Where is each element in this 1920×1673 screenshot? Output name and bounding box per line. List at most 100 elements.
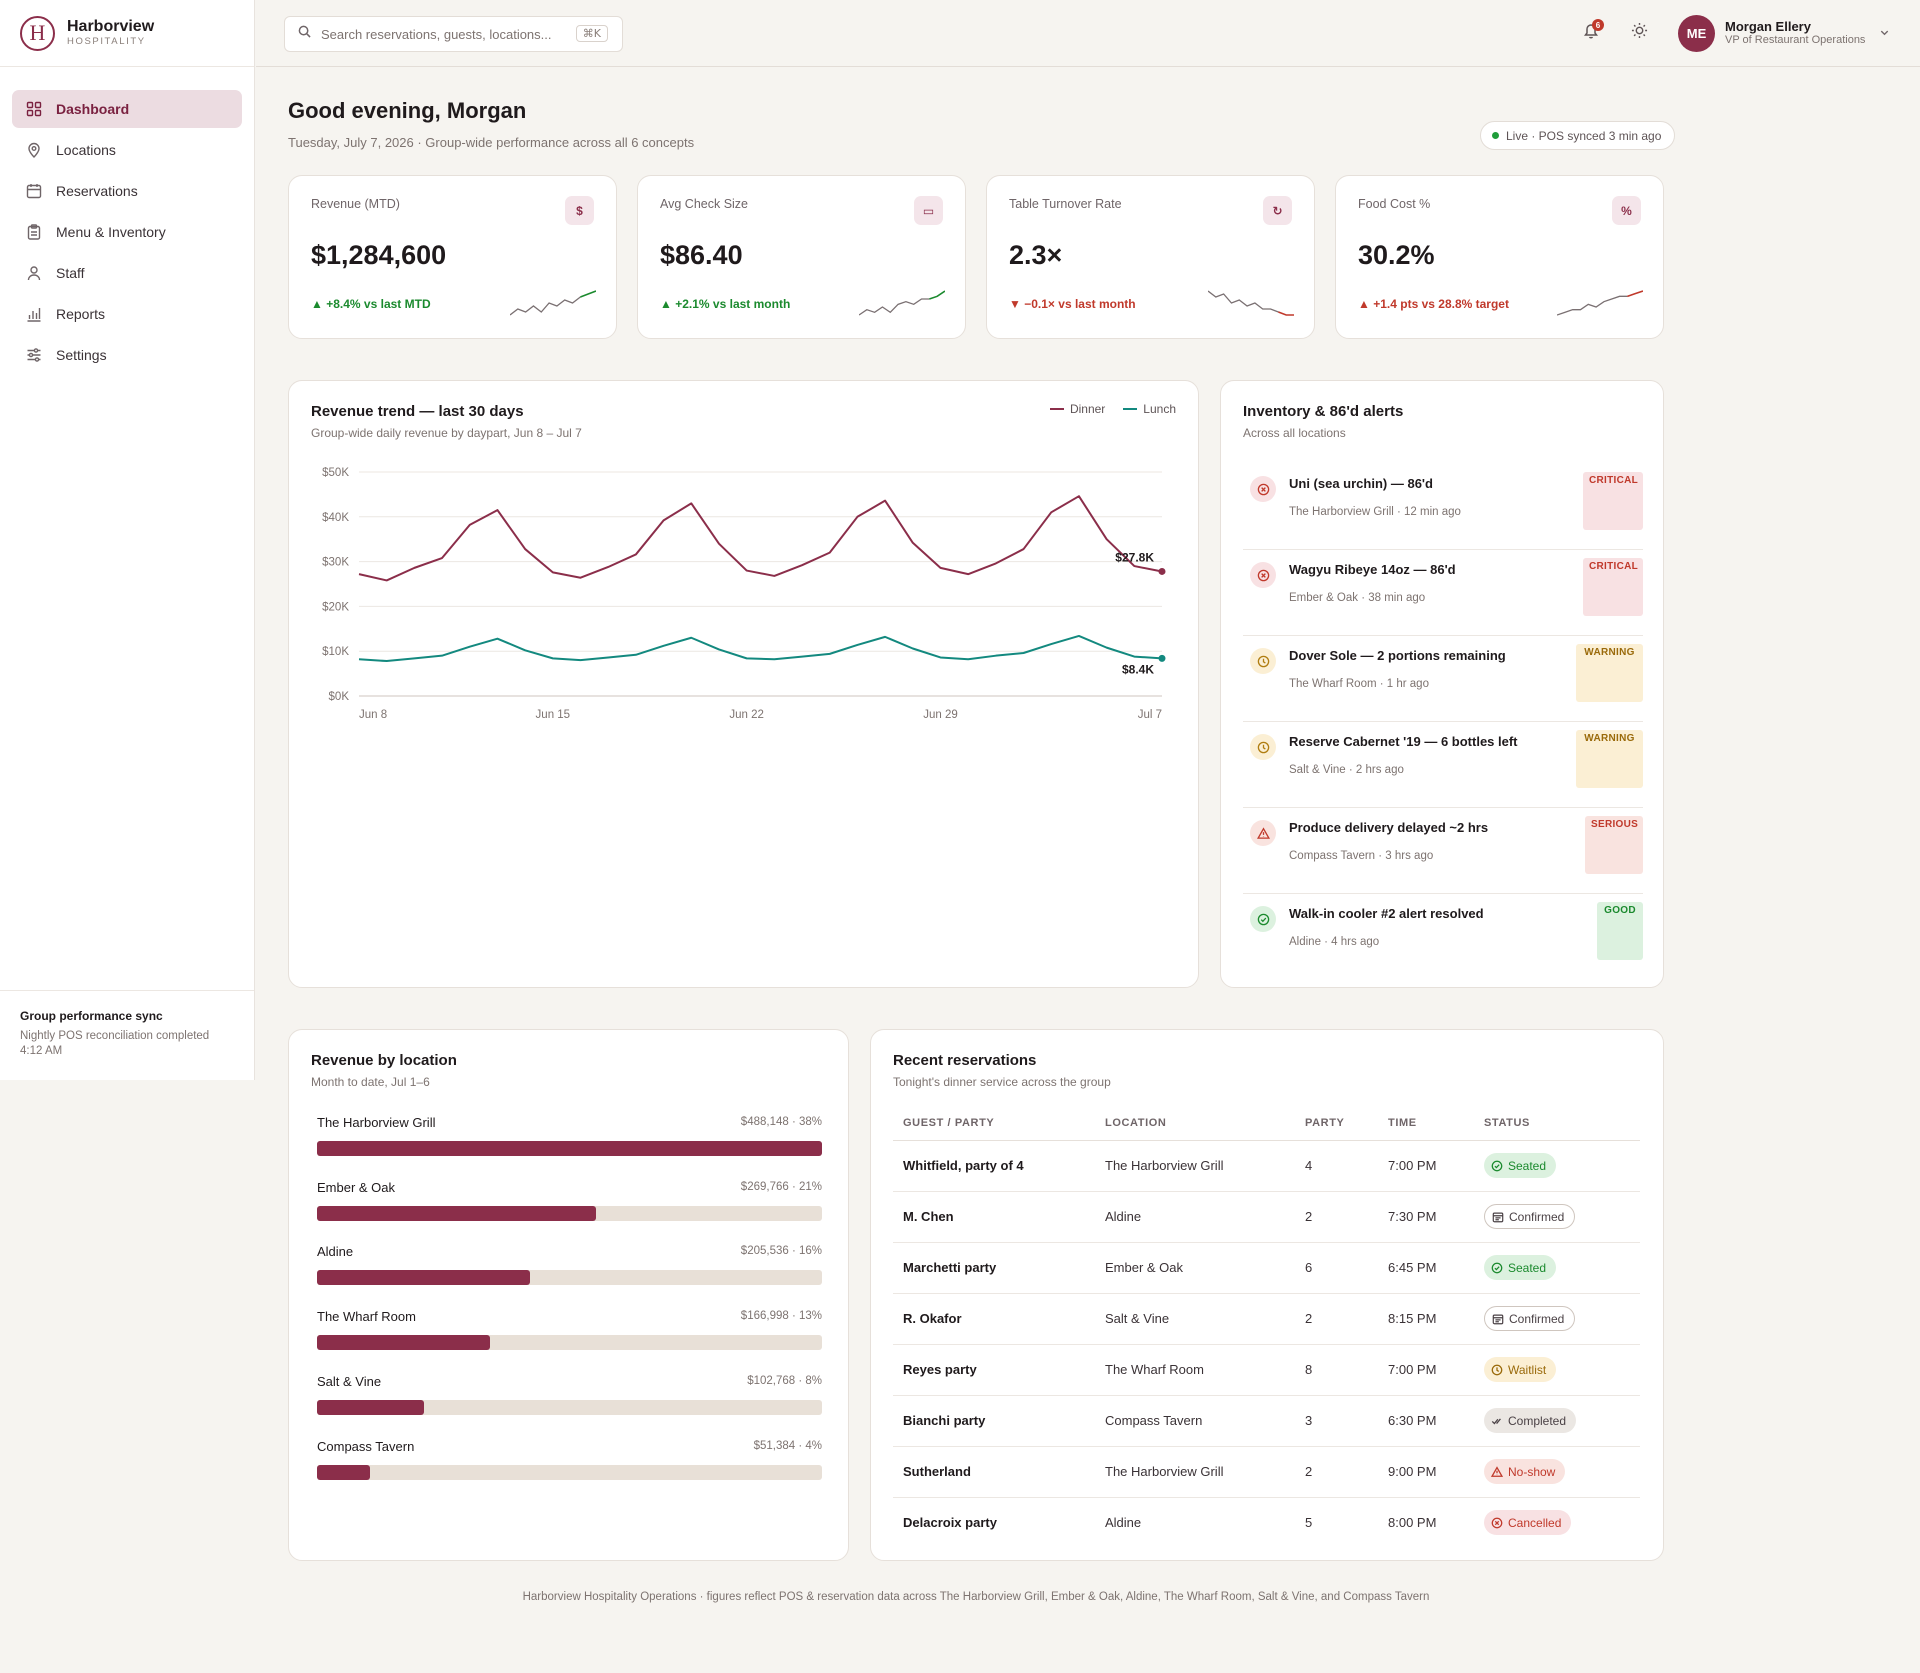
location-bar-row[interactable]: Salt & Vine $102,768 · 8% [317,1374,822,1419]
table-row[interactable]: R. Okafor Salt & Vine 2 8:15 PM Confirmed [893,1293,1640,1345]
x-circle-icon [1250,476,1276,502]
table-row[interactable]: Whitfield, party of 4 The Harborview Gril… [893,1140,1640,1192]
time-cell: 7:30 PM [1378,1191,1474,1243]
status-label: Cancelled [1508,1515,1562,1530]
page-footer: Harborview Hospitality Operations · figu… [522,1591,1430,1603]
status-badge[interactable]: Confirmed [1484,1306,1576,1331]
alert-item[interactable]: Produce delivery delayed ~2 hrs Compass T… [1243,808,1643,894]
sidebar-item-dashboard[interactable]: Dashboard [12,90,242,128]
sidebar-item-label: Dashboard [56,101,130,117]
kpi-card-avg-check[interactable]: Avg Check Size ▭ $86.40 ▲ +2.1% vs last … [637,175,966,339]
status-badge[interactable]: Seated [1484,1255,1557,1280]
column-header-time[interactable]: TIME [1378,1106,1474,1141]
location-cell: Aldine [1095,1191,1295,1243]
guest-cell: Delacroix party [903,1515,997,1531]
series-line-lunch [358,634,1163,663]
table-row[interactable]: Reyes party The Wharf Room 8 7:00 PM Waitlis… [893,1344,1640,1396]
column-header-party[interactable]: PARTY [1295,1106,1378,1141]
series-line-dinner [358,495,1163,582]
location-bar-fill [317,1464,371,1480]
locations-subtitle: Month to date, Jul 1–6 [311,1075,430,1089]
location-bar-row[interactable]: The Wharf Room $166,998 · 13% [317,1309,822,1354]
sidebar-item-settings[interactable]: Settings [12,336,242,374]
location-bar-track [317,1141,822,1156]
guest-cell: Whitfield, party of 4 [893,1140,1095,1192]
sidebar-item-reservations[interactable]: Reservations [12,172,242,210]
theme-toggle-button[interactable] [1628,22,1650,44]
sidebar-item-staff[interactable]: Staff [12,254,242,292]
alert-meta: The Wharf Room · 1 hr ago [1289,678,1429,690]
location-cell: Compass Tavern [1095,1395,1295,1447]
sidebar-item-locations[interactable]: Locations [12,131,242,169]
table-row[interactable]: M. Chen Aldine 2 7:30 PM Confirmed [893,1191,1640,1243]
location-bar-fill [317,1141,822,1156]
location-bar-row[interactable]: Aldine $205,536 · 16% [317,1244,822,1289]
status-label: No-show [1508,1464,1556,1479]
check-circle-icon [1491,1160,1508,1172]
revenue-trend-chart: $0K $10K $20K $30K $40K $50K Jun 8 Jun 15 Jun 22… [322,467,1166,721]
status-cell: Confirmed [1474,1293,1640,1345]
status-badge[interactable]: Confirmed [1484,1204,1576,1229]
x-circle-icon [1491,1517,1508,1529]
y-tick-label: $50K [322,467,349,479]
severity-badge: WARNING [1576,644,1643,702]
kpi-card-food-cost[interactable]: Food Cost % % 30.2% ▲ +1.4 pts vs 28.8% … [1335,175,1664,339]
column-header-status[interactable]: STATUS [1474,1106,1640,1141]
kpi-label: Revenue (MTD) [311,197,400,211]
alerts-title: Inventory & 86'd alerts [1243,403,1404,420]
location-bar-row[interactable]: Compass Tavern $51,384 · 4% [317,1439,822,1484]
notifications-button[interactable]: 6 [1580,19,1604,44]
percent-icon: % [1612,196,1641,225]
status-cell: Confirmed [1474,1191,1640,1243]
page-title: Good evening, Morgan [288,98,527,123]
status-badge[interactable]: Waitlist [1484,1357,1557,1382]
map-pin-icon [25,142,42,159]
kpi-card-table-turnover[interactable]: Table Turnover Rate ↻ 2.3× ▼ −0.1× vs la… [986,175,1315,339]
x-tick-label: Jun 15 [536,709,571,721]
legend-item-lunch[interactable]: Lunch [1123,402,1176,416]
party-cell: 8 [1295,1344,1378,1396]
brand[interactable]: H Harborview HOSPITALITY [0,0,254,67]
search-icon [298,25,311,43]
location-bar-row[interactable]: Ember & Oak $269,766 · 21% [317,1180,822,1225]
location-bar-track [317,1205,822,1221]
search-box[interactable]: ⌘K [284,16,623,52]
alert-item[interactable]: Dover Sole — 2 portions remaining The Wha… [1243,636,1643,722]
legend-label: Lunch [1143,402,1176,416]
alert-item[interactable]: Uni (sea urchin) — 86'd The Harborview Gr… [1243,464,1643,550]
column-header-guest[interactable]: GUEST / PARTY [893,1106,1095,1141]
trend-down-icon: ▼ [1009,297,1021,311]
sparkline-recent-path [1278,311,1294,316]
kpi-delta-text: +1.4 pts vs 28.8% target [1373,297,1509,311]
status-badge[interactable]: No-show [1484,1459,1566,1484]
column-header-location[interactable]: LOCATION [1095,1106,1295,1141]
alert-item[interactable]: Wagyu Ribeye 14oz — 86'd Ember & Oak · 38… [1243,550,1643,636]
status-badge[interactable]: Completed [1484,1408,1577,1433]
kpi-value: $86.40 [660,240,743,270]
table-row[interactable]: Marchetti party Ember & Oak 6 6:45 PM Seated [893,1242,1640,1294]
alert-item[interactable]: Walk-in cooler #2 alert resolved Aldine ·… [1243,894,1643,980]
alert-meta: Ember & Oak · 38 min ago [1289,592,1426,604]
alert-triangle-icon [1250,820,1276,846]
clipboard-icon [25,224,42,241]
sidebar-nav: Dashboard Locations Reservations Menu & … [0,67,254,374]
alert-item[interactable]: Reserve Cabernet '19 — 6 bottles left Sal… [1243,722,1643,808]
location-bar-fill [317,1335,490,1351]
topbar: ⌘K 6 ME Morgan Ellery VP of Restaurant O… [256,0,1920,67]
status-badge[interactable]: Cancelled [1484,1510,1572,1536]
kpi-card-revenue[interactable]: Revenue (MTD) $ $1,284,600 ▲ +8.4% vs la… [288,175,617,339]
search-input[interactable] [321,26,561,42]
legend-label: Dinner [1069,402,1106,416]
severity-badge: GOOD [1597,902,1643,960]
location-bar-row[interactable]: The Harborview Grill $488,148 · 38% [317,1115,822,1160]
status-badge[interactable]: Seated [1484,1153,1557,1178]
user-menu[interactable]: ME Morgan Ellery VP of Restaurant Operat… [1678,15,1890,52]
table-row[interactable]: Bianchi party Compass Tavern 3 6:30 PM Compl… [893,1395,1640,1447]
legend-item-dinner[interactable]: Dinner [1049,402,1106,416]
sidebar-item-menu-inventory[interactable]: Menu & Inventory [12,213,242,251]
table-row[interactable]: Delacroix party Aldine 5 8:00 PM Cancelled [893,1497,1640,1548]
table-row[interactable]: Sutherland The Harborview Grill 2 9:00 PM No… [893,1446,1640,1498]
severity-badge: CRITICAL [1583,472,1643,530]
sidebar-item-reports[interactable]: Reports [12,295,242,333]
sparkline-path [1208,290,1279,313]
